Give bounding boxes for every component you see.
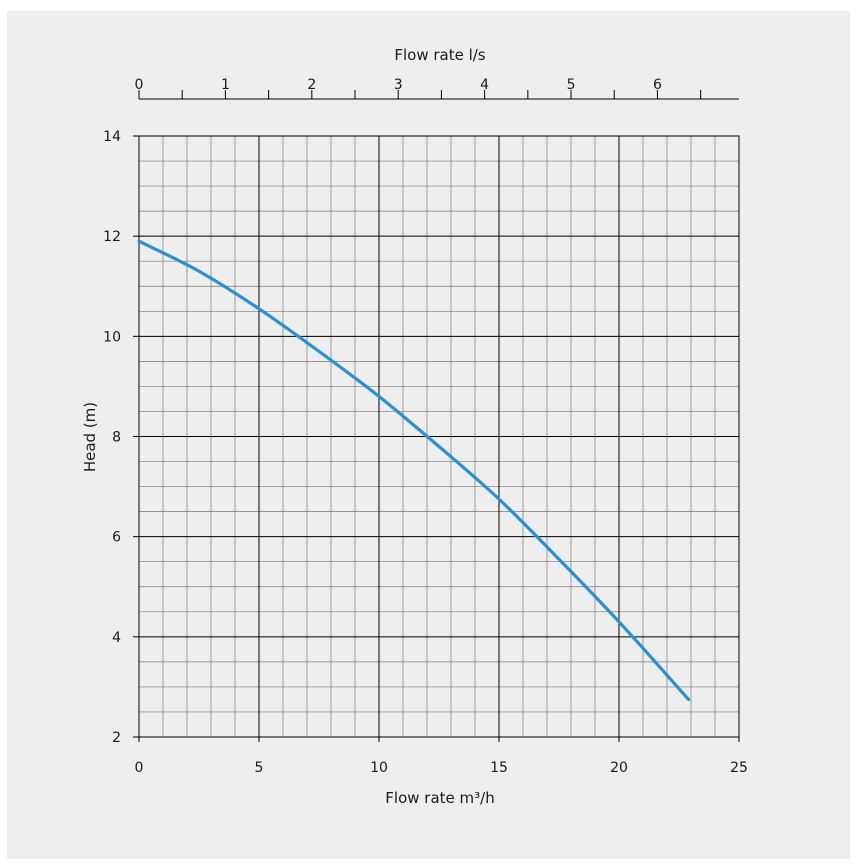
x-tick-label: 25 — [730, 760, 748, 776]
y-tick-label: 6 — [112, 530, 121, 546]
top-axis-tick-label: 6 — [653, 77, 662, 93]
x-tick-label: 5 — [255, 760, 264, 776]
grid — [138, 135, 740, 738]
bottom-axis-title: Flow rate m³/h — [385, 789, 494, 807]
x-tick-label: 20 — [610, 760, 628, 776]
top-axis-tick-label: 5 — [567, 77, 576, 93]
series — [137, 239, 691, 702]
y-axis-title: Head (m) — [81, 402, 99, 472]
y-tick-label: 2 — [112, 730, 121, 746]
y-tick-label: 12 — [103, 229, 121, 245]
head-flow-curve — [137, 239, 691, 702]
top-axis-tick-label: 2 — [307, 77, 316, 93]
top-axis-title: Flow rate l/s — [394, 46, 485, 64]
y-tick-label: 10 — [103, 329, 121, 345]
y-tick-label: 4 — [112, 630, 121, 646]
x-tick-label: 10 — [370, 760, 388, 776]
axes — [138, 98, 740, 738]
y-tick-label: 14 — [103, 129, 121, 145]
top-axis-tick-label: 4 — [480, 77, 489, 93]
top-axis-tick-label: 1 — [221, 77, 230, 93]
x-tick-label: 15 — [490, 760, 508, 776]
top-axis-tick-label: 3 — [394, 77, 403, 93]
chart-panel — [7, 11, 850, 859]
x-tick-label: 0 — [135, 760, 144, 776]
y-tick-label: 8 — [112, 430, 121, 446]
top-axis-tick-label: 0 — [135, 77, 144, 93]
